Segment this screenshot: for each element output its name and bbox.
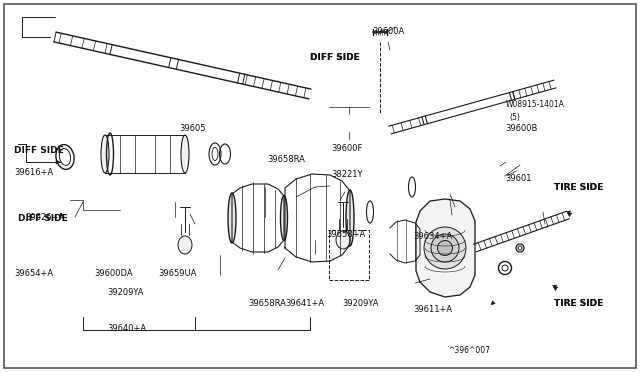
Ellipse shape (101, 135, 109, 173)
Text: ^396^007: ^396^007 (448, 346, 490, 355)
Text: 39605: 39605 (179, 124, 205, 133)
Polygon shape (59, 213, 63, 217)
Ellipse shape (178, 236, 192, 254)
Text: 39611+A: 39611+A (413, 305, 452, 314)
Text: TIRE SIDE: TIRE SIDE (554, 299, 603, 308)
Ellipse shape (280, 196, 287, 241)
Text: TIRE SIDE: TIRE SIDE (554, 183, 603, 192)
Text: (5): (5) (509, 113, 520, 122)
Text: 39601: 39601 (506, 174, 532, 183)
Text: 39658RA: 39658RA (248, 299, 286, 308)
Text: 39209YA: 39209YA (342, 299, 379, 308)
Text: 39626+A: 39626+A (26, 213, 65, 222)
Ellipse shape (228, 193, 236, 243)
Ellipse shape (181, 135, 189, 173)
Text: 39658+A: 39658+A (326, 230, 365, 239)
Text: 39600DA: 39600DA (95, 269, 133, 278)
Text: TIRE SIDE: TIRE SIDE (554, 183, 603, 192)
Text: DIFF SIDE: DIFF SIDE (14, 146, 64, 155)
Text: 39209YA: 39209YA (108, 288, 144, 296)
Ellipse shape (336, 231, 350, 249)
Text: 39600F: 39600F (332, 144, 363, 153)
Text: 38221Y: 38221Y (332, 170, 363, 179)
Text: TIRE SIDE: TIRE SIDE (554, 299, 603, 308)
Text: W08915-1401A: W08915-1401A (506, 100, 564, 109)
Bar (329, 230, 369, 280)
Text: 39658RA: 39658RA (268, 155, 305, 164)
Text: 39634+A: 39634+A (413, 232, 452, 241)
Text: 39640+A: 39640+A (108, 324, 147, 333)
Text: 39654+A: 39654+A (14, 269, 53, 278)
Polygon shape (56, 160, 60, 164)
Ellipse shape (438, 241, 452, 256)
Ellipse shape (516, 244, 524, 252)
Polygon shape (568, 213, 572, 217)
Polygon shape (491, 301, 495, 305)
Text: DIFF SIDE: DIFF SIDE (18, 214, 68, 222)
Text: DIFF SIDE: DIFF SIDE (310, 53, 360, 62)
Polygon shape (554, 287, 558, 291)
Ellipse shape (431, 234, 459, 262)
Text: 39600B: 39600B (506, 124, 538, 133)
Polygon shape (566, 211, 571, 215)
Text: 39641+A: 39641+A (285, 299, 324, 308)
Polygon shape (552, 285, 557, 289)
Ellipse shape (346, 190, 354, 246)
Text: 39616+A: 39616+A (14, 169, 53, 177)
Text: 39600A: 39600A (372, 27, 404, 36)
Text: 39659UA: 39659UA (159, 269, 197, 278)
Ellipse shape (424, 227, 466, 269)
Text: DIFF SIDE: DIFF SIDE (310, 53, 360, 62)
Polygon shape (416, 199, 475, 297)
